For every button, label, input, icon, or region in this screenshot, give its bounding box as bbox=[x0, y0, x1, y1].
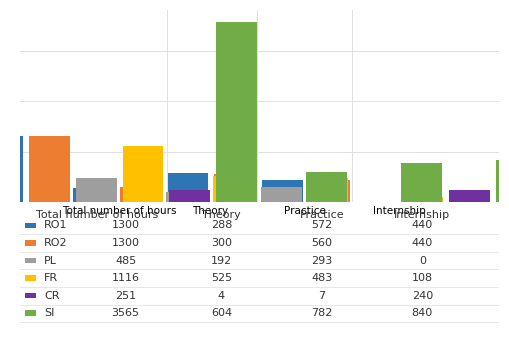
Text: CR: CR bbox=[44, 290, 60, 301]
FancyBboxPatch shape bbox=[25, 258, 36, 263]
Text: SI: SI bbox=[44, 308, 54, 318]
Bar bbox=[76, 178, 117, 202]
FancyBboxPatch shape bbox=[25, 310, 36, 316]
Text: 782: 782 bbox=[311, 308, 332, 318]
Text: 293: 293 bbox=[311, 255, 332, 266]
Bar bbox=[308, 178, 348, 202]
Bar bbox=[123, 146, 163, 202]
Text: 440: 440 bbox=[412, 220, 433, 231]
Text: FR: FR bbox=[44, 273, 59, 283]
Text: PL: PL bbox=[44, 255, 58, 266]
Bar bbox=[309, 180, 350, 202]
Bar bbox=[73, 188, 114, 202]
Text: 3565: 3565 bbox=[111, 308, 139, 318]
Text: Internship: Internship bbox=[394, 210, 450, 220]
Text: Theory: Theory bbox=[202, 210, 241, 220]
Text: 4: 4 bbox=[218, 290, 225, 301]
Text: Practice: Practice bbox=[299, 210, 344, 220]
Text: 1116: 1116 bbox=[111, 273, 139, 283]
Bar bbox=[166, 192, 207, 202]
Text: 525: 525 bbox=[211, 273, 232, 283]
FancyBboxPatch shape bbox=[25, 293, 36, 298]
FancyBboxPatch shape bbox=[25, 223, 36, 228]
Text: 7: 7 bbox=[318, 290, 325, 301]
Text: 485: 485 bbox=[115, 255, 136, 266]
Bar bbox=[449, 190, 490, 202]
Bar bbox=[306, 172, 347, 202]
FancyBboxPatch shape bbox=[25, 240, 36, 246]
Text: 840: 840 bbox=[412, 308, 433, 318]
Bar bbox=[263, 180, 303, 202]
Text: 483: 483 bbox=[311, 273, 332, 283]
Text: 572: 572 bbox=[311, 220, 332, 231]
Text: 108: 108 bbox=[412, 273, 433, 283]
Text: 192: 192 bbox=[211, 255, 232, 266]
Bar bbox=[30, 136, 70, 202]
Text: 440: 440 bbox=[412, 238, 433, 248]
Bar bbox=[401, 163, 442, 202]
Text: RO2: RO2 bbox=[44, 238, 68, 248]
FancyBboxPatch shape bbox=[25, 275, 36, 281]
Text: 0: 0 bbox=[419, 255, 426, 266]
Bar bbox=[214, 174, 255, 202]
Text: 1300: 1300 bbox=[111, 238, 139, 248]
Text: 251: 251 bbox=[115, 290, 136, 301]
Bar bbox=[216, 22, 257, 202]
Text: 560: 560 bbox=[312, 238, 332, 248]
Text: 240: 240 bbox=[412, 290, 433, 301]
Bar bbox=[403, 197, 443, 202]
Text: 604: 604 bbox=[211, 308, 232, 318]
Bar bbox=[0, 136, 23, 202]
Bar bbox=[167, 173, 208, 202]
Text: 300: 300 bbox=[211, 238, 232, 248]
Bar bbox=[261, 187, 302, 202]
Text: Total number of hours: Total number of hours bbox=[36, 210, 158, 220]
Text: RO1: RO1 bbox=[44, 220, 68, 231]
Text: 288: 288 bbox=[211, 220, 232, 231]
Bar bbox=[496, 160, 509, 202]
Bar bbox=[169, 189, 210, 202]
Text: 1300: 1300 bbox=[111, 220, 139, 231]
Bar bbox=[120, 187, 160, 202]
Bar bbox=[213, 176, 253, 202]
